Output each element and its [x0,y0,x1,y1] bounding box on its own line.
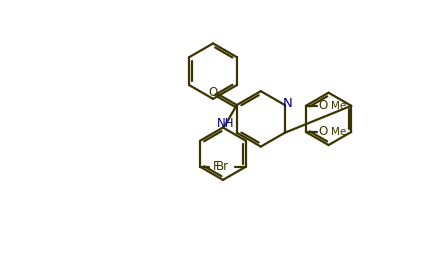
Text: Me: Me [330,101,346,111]
Text: F: F [213,160,220,173]
Text: O: O [318,125,327,138]
Text: Me: Me [330,127,346,137]
Text: O: O [318,99,327,112]
Text: NH: NH [216,117,234,130]
Text: N: N [283,97,293,110]
Text: O: O [208,86,217,99]
Text: Br: Br [216,160,229,173]
